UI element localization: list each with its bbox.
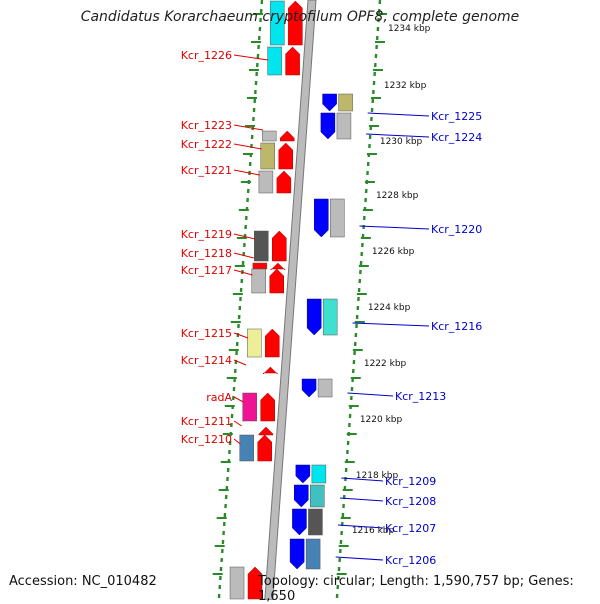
kbp-label: 1224 kbp bbox=[368, 303, 411, 313]
accession-text: Accession: NC_010482 bbox=[9, 574, 157, 589]
forward-gene-label: Kcr_1210 bbox=[181, 433, 232, 446]
kbp-label: 1222 kbp bbox=[364, 359, 407, 369]
map-title: Candidatus Korarchaeum cryptofilum OPF8,… bbox=[0, 9, 600, 25]
gene-block bbox=[306, 539, 320, 569]
reverse-gene-label: Kcr_1209 bbox=[385, 475, 436, 488]
gene-block bbox=[262, 131, 276, 141]
forward-gene-arrow bbox=[258, 435, 272, 461]
kbp-label: 1234 kbp bbox=[388, 24, 431, 34]
forward-gene-label: Kcr_1226 bbox=[181, 49, 232, 62]
forward-leader-line bbox=[234, 333, 248, 338]
reverse-gene-arrow bbox=[294, 485, 308, 507]
forward-gene-label: Kcr_1218 bbox=[181, 247, 232, 260]
reverse-leader-line bbox=[340, 498, 383, 501]
gene-block bbox=[230, 567, 244, 599]
forward-gene-arrow bbox=[263, 367, 277, 374]
reverse-leader-line bbox=[336, 557, 383, 560]
reverse-gene-arrow bbox=[321, 113, 335, 139]
forward-leader-line bbox=[234, 421, 242, 426]
gene-block bbox=[268, 47, 282, 75]
reverse-gene-arrow bbox=[296, 465, 310, 483]
reverse-leader-line bbox=[347, 393, 393, 396]
forward-gene-arrow bbox=[270, 269, 284, 293]
forward-gene-arrow bbox=[261, 393, 275, 421]
reverse-gene-arrow bbox=[292, 509, 306, 535]
forward-gene-label: Kcr_1223 bbox=[181, 119, 232, 132]
forward-gene-arrow bbox=[271, 263, 285, 270]
gene-block bbox=[339, 94, 353, 111]
forward-gene-label: Kcr_1219 bbox=[181, 228, 232, 241]
forward-gene-label: radA bbox=[206, 391, 232, 404]
reverse-gene-label: Kcr_1225 bbox=[431, 110, 482, 123]
forward-leader-line bbox=[234, 144, 262, 149]
dotted-tracks bbox=[213, 0, 387, 598]
gene-block bbox=[308, 509, 322, 535]
reverse-gene-label: Kcr_1208 bbox=[385, 495, 436, 508]
forward-gene-label: Kcr_1214 bbox=[181, 354, 232, 367]
forward-gene-label: Kcr_1222 bbox=[181, 138, 232, 151]
kbp-label: 1220 kbp bbox=[360, 415, 403, 425]
gene-block bbox=[312, 465, 326, 483]
forward-gene-label: Kcr_1211 bbox=[181, 415, 232, 428]
forward-gene-arrow bbox=[272, 231, 286, 261]
reverse-gene-arrow bbox=[302, 379, 316, 397]
gene-block bbox=[247, 329, 261, 357]
kbp-label: 1230 kbp bbox=[380, 137, 423, 147]
forward-gene-arrow bbox=[277, 171, 291, 193]
forward-gene-arrow bbox=[265, 329, 279, 357]
gene-block bbox=[243, 393, 257, 421]
forward-leader-line bbox=[234, 397, 243, 402]
reverse-gene-arrow bbox=[307, 299, 321, 335]
reverse-gene-label: Kcr_1206 bbox=[385, 554, 436, 567]
reverse-gene-label: Kcr_1213 bbox=[395, 390, 446, 403]
forward-gene-label: Kcr_1221 bbox=[181, 164, 232, 177]
gene-block bbox=[318, 379, 332, 397]
reverse-gene-arrow bbox=[323, 94, 337, 111]
reverse-gene-label: Kcr_1207 bbox=[385, 522, 436, 535]
gene-block bbox=[240, 435, 254, 461]
forward-gene-label: Kcr_1217 bbox=[181, 264, 232, 277]
gene-block bbox=[323, 299, 337, 335]
gene-block bbox=[253, 263, 267, 269]
forward-gene-arrow bbox=[259, 427, 273, 435]
gene-block bbox=[337, 113, 351, 139]
kbp-label: 1226 kbp bbox=[372, 247, 415, 257]
gene-block bbox=[310, 485, 324, 507]
reverse-gene-label: Kcr_1216 bbox=[431, 320, 482, 333]
forward-gene-arrow bbox=[286, 47, 300, 75]
forward-leader-line bbox=[234, 439, 240, 444]
forward-gene-arrow bbox=[280, 131, 294, 141]
reverse-leader-line bbox=[368, 113, 429, 116]
reverse-leader-line bbox=[353, 323, 429, 326]
forward-gene-label: Kcr_1215 bbox=[181, 327, 232, 340]
reverse-gene-arrow bbox=[314, 199, 328, 237]
kbp-ticks: 1234 kbp 1232 kbp 1230 kbp 1228 kbp 1226 kbp… bbox=[352, 24, 431, 536]
reverse-leader-line bbox=[360, 226, 429, 229]
reverse-gene-arrow bbox=[290, 539, 304, 569]
gene-block bbox=[259, 171, 273, 193]
gene-block bbox=[261, 143, 275, 169]
forward-leader-line bbox=[234, 170, 260, 175]
forward-gene-arrow bbox=[279, 143, 293, 169]
gene-block bbox=[254, 231, 268, 261]
forward-leader-line bbox=[234, 55, 268, 60]
reverse-gene-label: Kcr_1224 bbox=[431, 131, 482, 144]
kbp-label: 1232 kbp bbox=[384, 81, 427, 91]
gene-block bbox=[252, 269, 266, 293]
gene-block bbox=[330, 199, 344, 237]
reverse-gene-label: Kcr_1220 bbox=[431, 223, 482, 236]
kbp-label: 1228 kbp bbox=[376, 191, 419, 201]
